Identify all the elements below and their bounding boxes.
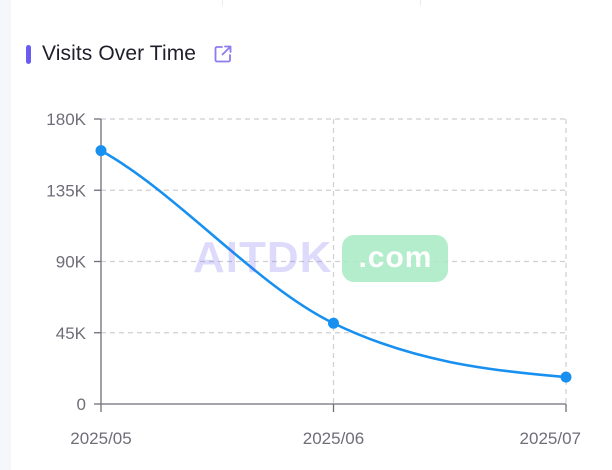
- y-tick-label: 45K: [56, 324, 87, 343]
- data-point: [95, 145, 107, 157]
- data-point: [560, 371, 572, 383]
- external-link-icon[interactable]: [213, 44, 233, 64]
- y-tick-label: 180K: [46, 110, 86, 129]
- top-divider-left: [222, 0, 223, 6]
- x-tick-label: 2025/05: [70, 429, 131, 448]
- y-tick-label: 0: [77, 395, 86, 414]
- top-divider-right: [420, 0, 421, 6]
- data-point: [328, 317, 339, 329]
- sidebar-edge: [0, 0, 11, 470]
- card-header: Visits Over Time: [26, 38, 233, 70]
- title-accent-bar: [26, 44, 31, 64]
- card-title: Visits Over Time: [42, 42, 197, 65]
- y-tick-label: 90K: [56, 253, 87, 272]
- y-tick-label: 135K: [46, 181, 86, 200]
- x-tick-label: 2025/06: [303, 429, 364, 448]
- x-tick-label: 2025/07: [520, 429, 581, 448]
